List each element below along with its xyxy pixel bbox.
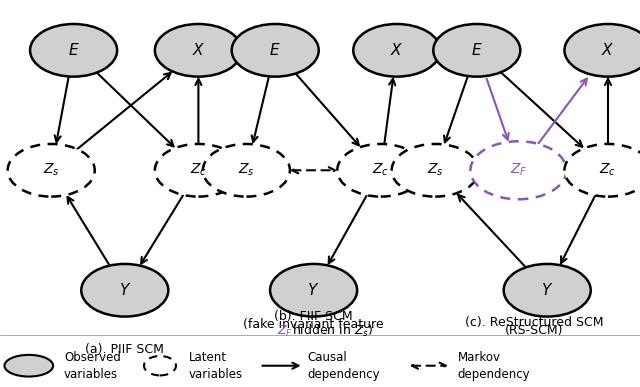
- Text: $Y$: $Y$: [118, 282, 131, 298]
- Circle shape: [353, 24, 440, 77]
- Text: $E$: $E$: [68, 42, 79, 58]
- Circle shape: [232, 24, 319, 77]
- Text: (b). FIIF SCM: (b). FIIF SCM: [275, 310, 353, 323]
- Text: $E$: $E$: [269, 42, 281, 58]
- Circle shape: [81, 264, 168, 317]
- Circle shape: [270, 264, 357, 317]
- Circle shape: [155, 144, 242, 197]
- Circle shape: [144, 356, 176, 375]
- Text: $X$: $X$: [602, 42, 614, 58]
- Text: Markov
dependency: Markov dependency: [458, 351, 530, 381]
- Text: hidden in $Z_s$): hidden in $Z_s$): [292, 322, 374, 339]
- Circle shape: [337, 144, 424, 197]
- Circle shape: [564, 144, 640, 197]
- Circle shape: [392, 144, 479, 197]
- Text: (RS-SCM): (RS-SCM): [505, 324, 564, 337]
- Text: Observed
variables: Observed variables: [64, 351, 121, 381]
- Text: $E$: $E$: [471, 42, 483, 58]
- Circle shape: [203, 144, 290, 197]
- Circle shape: [8, 144, 95, 197]
- Text: $X$: $X$: [192, 42, 205, 58]
- Circle shape: [155, 24, 242, 77]
- Text: $X$: $X$: [390, 42, 403, 58]
- Text: $Z_c$: $Z_c$: [372, 162, 389, 178]
- Circle shape: [30, 24, 117, 77]
- Circle shape: [564, 24, 640, 77]
- Ellipse shape: [4, 355, 53, 377]
- Text: $Z_s$: $Z_s$: [43, 162, 60, 178]
- Text: (a). PIIF SCM: (a). PIIF SCM: [85, 343, 164, 356]
- Circle shape: [470, 141, 566, 199]
- Text: $Z_s$: $Z_s$: [427, 162, 444, 178]
- Text: $Y$: $Y$: [307, 282, 320, 298]
- Text: (c). ReStructured SCM: (c). ReStructured SCM: [465, 316, 604, 329]
- Text: $Z_F$: $Z_F$: [509, 162, 527, 178]
- Text: $Y$: $Y$: [541, 282, 554, 298]
- Text: $Z_s$: $Z_s$: [238, 162, 255, 178]
- Text: Causal
dependency: Causal dependency: [307, 351, 380, 381]
- Text: $Z_c$: $Z_c$: [600, 162, 616, 178]
- Circle shape: [504, 264, 591, 317]
- Text: Latent
variables: Latent variables: [189, 351, 243, 381]
- Text: $Z_F$: $Z_F$: [277, 324, 292, 339]
- Circle shape: [433, 24, 520, 77]
- Text: $Z_c$: $Z_c$: [190, 162, 207, 178]
- Text: (fake invariant feature: (fake invariant feature: [243, 318, 384, 331]
